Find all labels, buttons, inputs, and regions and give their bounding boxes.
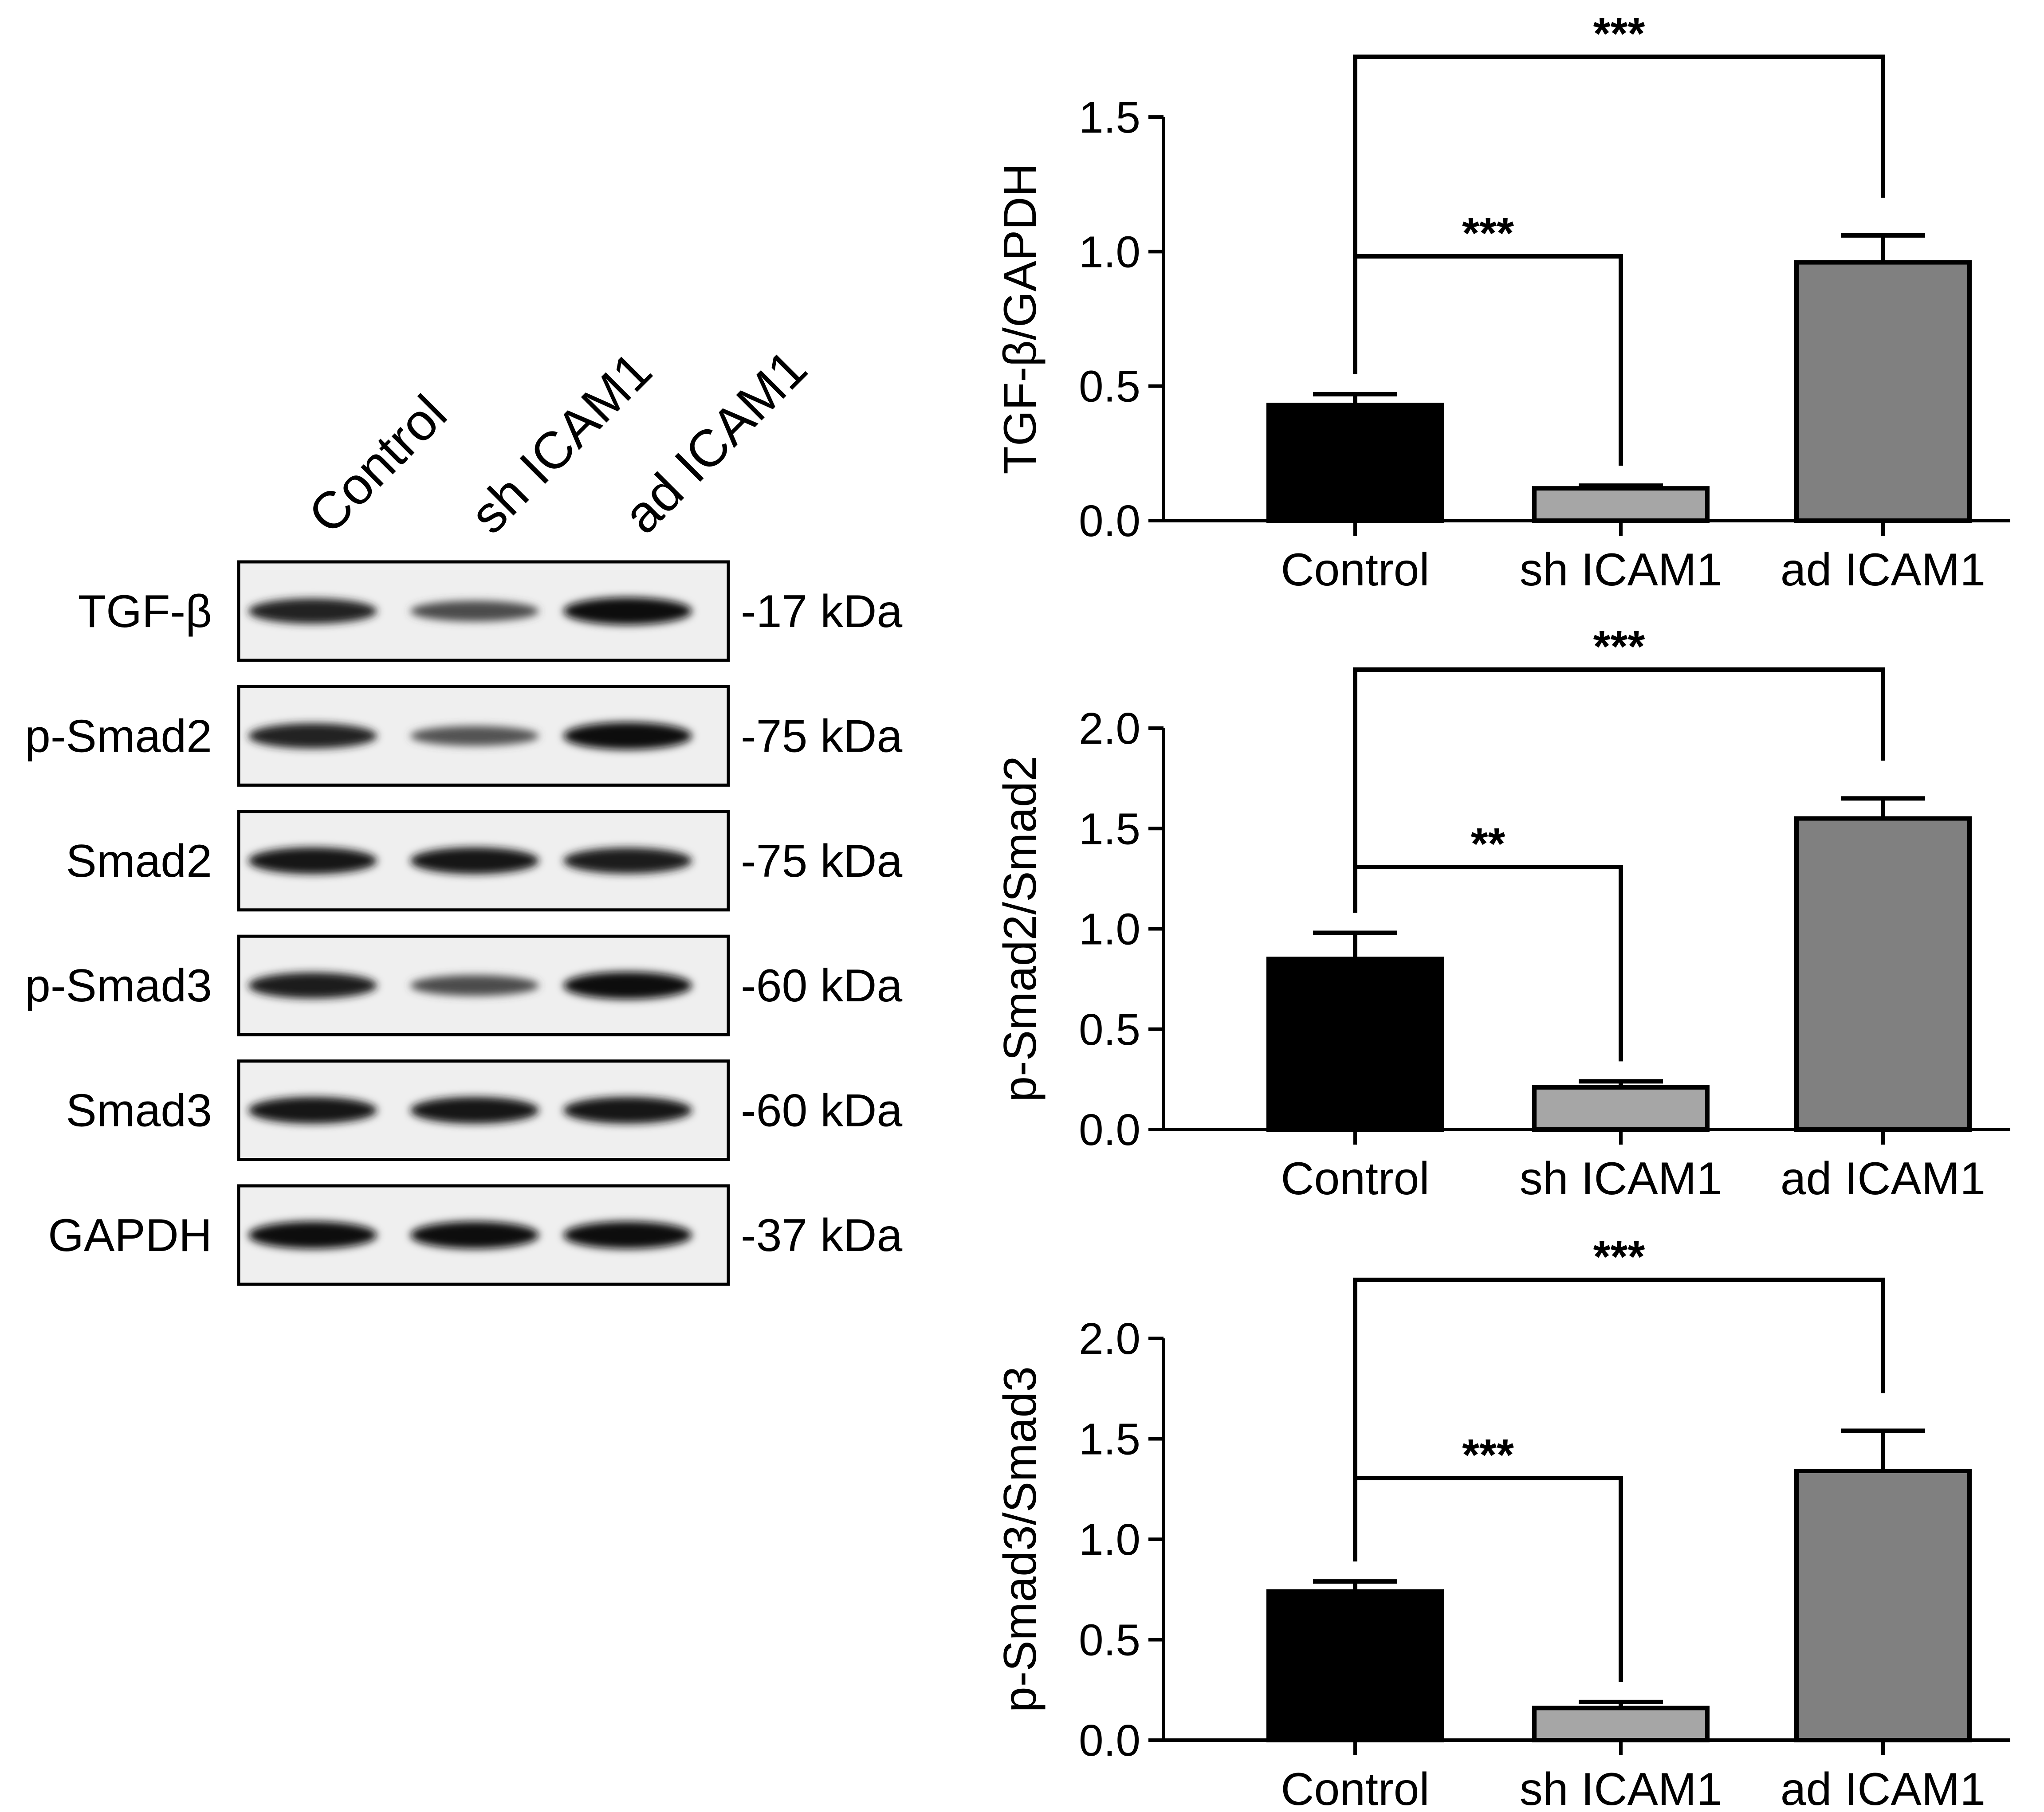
protein-label: p-Smad3 — [25, 960, 212, 1012]
category-label: Control — [1281, 1153, 1429, 1204]
category-label: Control — [1281, 1764, 1429, 1812]
blot-band — [563, 722, 692, 750]
bar — [1266, 957, 1444, 1132]
blot-band — [410, 847, 539, 874]
chart-2: Control sh ICAM1 ad ICAM1 0.0 0.5 1.0 1.5 2.0 p-… — [994, 622, 2010, 1204]
blot-band — [563, 1221, 692, 1249]
significance-bracket — [1355, 865, 1623, 1062]
significance-label: ** — [1471, 819, 1505, 869]
significance-label: *** — [1462, 1430, 1514, 1480]
y-axis-title: p-Smad3/Smad3 — [994, 1366, 1046, 1712]
bar — [1532, 486, 1710, 523]
blot-band — [563, 972, 692, 1000]
y-tick-label: 0.5 — [1079, 362, 1140, 412]
bar-charts: Control sh ICAM1 ad ICAM1 0.0 0.5 1.0 1.5 TGF-β… — [994, 9, 2010, 1812]
protein-label: Smad3 — [66, 1085, 212, 1137]
chart-3: Control sh ICAM1 ad ICAM1 0.0 0.5 1.0 1.5 2.0 p-… — [994, 1232, 2010, 1812]
y-tick-label: 0.5 — [1079, 1616, 1140, 1665]
significance-bracket — [1353, 55, 1885, 374]
blot-band — [563, 597, 692, 625]
y-tick-label: 0.0 — [1079, 1105, 1140, 1155]
y-tick-label: 1.0 — [1079, 1515, 1140, 1565]
category-label: ad ICAM1 — [1781, 544, 1985, 596]
blot-band — [248, 972, 377, 999]
blot-band — [248, 847, 377, 874]
category-label: sh ICAM1 — [1520, 1153, 1722, 1204]
blot-band — [248, 723, 377, 749]
molecular-weight-label: -60 kDa — [741, 960, 902, 1012]
blot-band — [563, 847, 692, 874]
significance-bracket — [1353, 1278, 1885, 1562]
bar — [1532, 1706, 1710, 1743]
significance-label: *** — [1593, 622, 1645, 671]
y-tick-label: 1.5 — [1079, 93, 1140, 142]
molecular-weight-label: -37 kDa — [741, 1210, 902, 1261]
blot-band — [410, 600, 539, 622]
y-axis-title: TGF-β/GAPDH — [994, 163, 1046, 474]
category-label: sh ICAM1 — [1520, 544, 1722, 596]
category-label: ad ICAM1 — [1781, 1764, 1985, 1812]
y-tick-label: 0.0 — [1079, 1716, 1140, 1765]
blot-band — [248, 1221, 377, 1249]
category-label: sh ICAM1 — [1520, 1764, 1722, 1812]
category-label: Control — [1281, 544, 1429, 596]
significance-bracket — [1355, 1476, 1623, 1682]
blot-band — [248, 598, 377, 624]
molecular-weight-label: -17 kDa — [741, 586, 902, 637]
protein-label: p-Smad2 — [25, 710, 212, 762]
category-label: ad ICAM1 — [1781, 1153, 1985, 1204]
y-tick-label: 1.0 — [1079, 905, 1140, 954]
bar — [1794, 260, 1972, 523]
bar — [1794, 816, 1972, 1132]
bar — [1532, 1085, 1710, 1132]
y-tick-label: 1.0 — [1079, 227, 1140, 277]
bar — [1266, 403, 1444, 523]
blot-band — [410, 1221, 539, 1249]
molecular-weight-label: -75 kDa — [741, 835, 902, 887]
significance-bracket — [1355, 254, 1623, 466]
blot-band — [410, 1097, 539, 1124]
significance-label: *** — [1593, 9, 1645, 59]
blot-band — [410, 726, 539, 746]
significance-label: *** — [1593, 1232, 1645, 1282]
bar — [1266, 1589, 1444, 1743]
y-tick-label: 2.0 — [1079, 704, 1140, 753]
y-tick-label: 0.0 — [1079, 496, 1140, 546]
y-tick-label: 2.0 — [1079, 1314, 1140, 1364]
significance-label: *** — [1462, 208, 1514, 258]
protein-label: Smad2 — [66, 835, 212, 887]
blot-band — [410, 975, 539, 996]
blot-band — [248, 1097, 377, 1124]
chart-1: Control sh ICAM1 ad ICAM1 0.0 0.5 1.0 1.5 TGF-β… — [994, 9, 2010, 596]
y-tick-label: 1.5 — [1079, 804, 1140, 854]
bar — [1794, 1468, 1972, 1742]
y-tick-label: 0.5 — [1079, 1005, 1140, 1055]
significance-bracket — [1353, 667, 1885, 913]
molecular-weight-label: -60 kDa — [741, 1085, 902, 1137]
molecular-weight-label: -75 kDa — [741, 710, 902, 762]
lane-label: Control — [297, 384, 458, 545]
y-tick-label: 1.5 — [1079, 1415, 1140, 1464]
protein-label: TGF-β — [78, 586, 212, 637]
blot-band — [563, 1097, 692, 1124]
y-axis-title: p-Smad2/Smad2 — [994, 756, 1046, 1102]
protein-label: GAPDH — [48, 1210, 212, 1261]
